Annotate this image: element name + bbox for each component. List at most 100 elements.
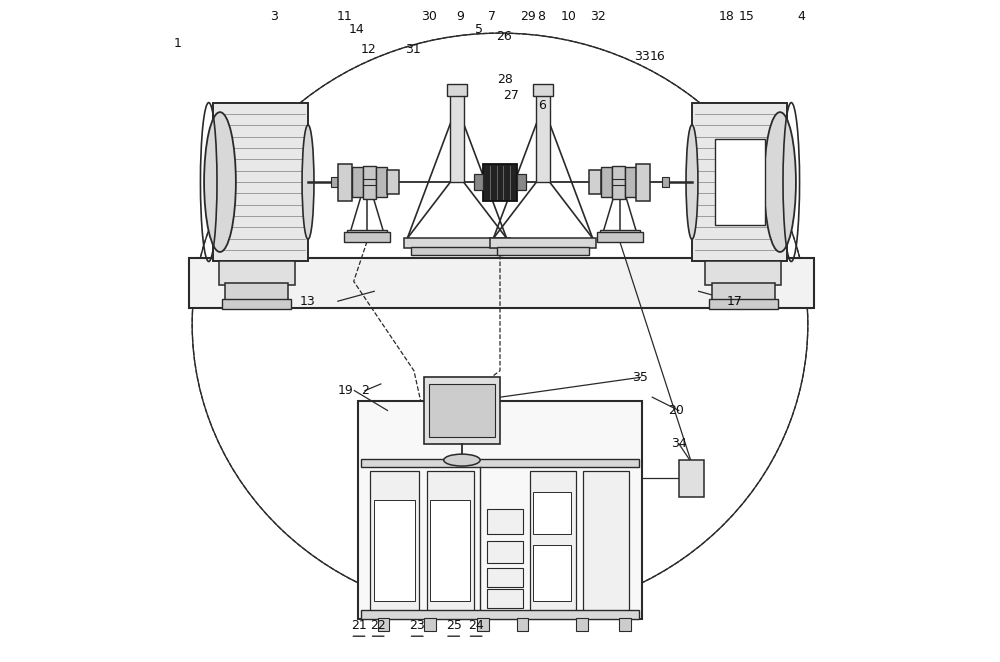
Bar bbox=[712, 283, 775, 300]
Bar bbox=[636, 164, 650, 201]
Ellipse shape bbox=[302, 125, 314, 239]
Text: 30: 30 bbox=[421, 10, 437, 23]
Bar bbox=[429, 384, 495, 437]
Bar bbox=[705, 261, 781, 285]
Ellipse shape bbox=[444, 454, 480, 466]
Bar bbox=[344, 232, 390, 242]
Bar bbox=[363, 166, 376, 199]
Bar bbox=[662, 177, 669, 187]
Bar bbox=[692, 103, 787, 261]
Bar bbox=[361, 459, 639, 467]
Text: 12: 12 bbox=[361, 43, 377, 56]
Bar bbox=[447, 84, 467, 96]
Text: 16: 16 bbox=[650, 50, 665, 63]
Bar bbox=[222, 299, 291, 309]
Text: 11: 11 bbox=[337, 10, 352, 23]
Bar bbox=[374, 500, 415, 601]
Text: 29: 29 bbox=[521, 10, 536, 23]
Bar bbox=[483, 164, 517, 201]
Text: 3: 3 bbox=[270, 10, 278, 23]
Bar bbox=[352, 167, 363, 197]
Bar bbox=[331, 177, 338, 187]
Bar bbox=[625, 167, 636, 197]
Text: 6: 6 bbox=[538, 99, 546, 113]
Text: 4: 4 bbox=[797, 10, 805, 23]
Bar bbox=[601, 167, 612, 197]
Text: 21: 21 bbox=[351, 619, 367, 632]
Bar bbox=[347, 230, 387, 234]
Text: 34: 34 bbox=[671, 437, 687, 450]
Bar bbox=[370, 471, 419, 611]
Bar bbox=[189, 258, 814, 308]
Bar bbox=[517, 174, 526, 190]
Text: 32: 32 bbox=[590, 10, 606, 23]
Bar bbox=[487, 567, 523, 587]
Bar bbox=[530, 471, 576, 611]
Bar bbox=[430, 500, 470, 601]
Text: 25: 25 bbox=[446, 619, 462, 632]
Bar bbox=[488, 170, 497, 194]
Bar bbox=[517, 618, 528, 631]
Bar bbox=[490, 238, 596, 248]
Bar bbox=[597, 232, 643, 242]
Bar bbox=[213, 103, 308, 261]
Text: 17: 17 bbox=[727, 295, 743, 308]
Ellipse shape bbox=[764, 112, 796, 252]
Bar bbox=[376, 167, 387, 197]
Text: 26: 26 bbox=[496, 30, 512, 43]
Bar bbox=[338, 164, 352, 201]
Bar bbox=[487, 508, 523, 534]
Text: 19: 19 bbox=[337, 384, 353, 397]
Bar bbox=[709, 299, 778, 309]
Text: 33: 33 bbox=[634, 50, 650, 63]
Bar bbox=[679, 460, 704, 496]
Bar bbox=[503, 170, 512, 194]
Text: 7: 7 bbox=[488, 10, 496, 23]
Bar bbox=[600, 230, 640, 234]
Bar bbox=[358, 401, 642, 619]
Bar bbox=[533, 545, 571, 601]
Bar bbox=[612, 166, 625, 199]
Bar bbox=[583, 471, 629, 611]
Text: 35: 35 bbox=[632, 371, 648, 384]
Ellipse shape bbox=[204, 112, 236, 252]
Bar bbox=[497, 247, 589, 255]
Text: 1: 1 bbox=[174, 36, 182, 50]
Bar bbox=[487, 541, 523, 563]
Bar bbox=[450, 93, 464, 182]
Text: 18: 18 bbox=[719, 10, 735, 23]
Text: 27: 27 bbox=[503, 89, 519, 103]
Bar bbox=[533, 84, 553, 96]
Bar bbox=[474, 174, 483, 190]
Bar bbox=[427, 471, 474, 611]
Bar bbox=[219, 261, 295, 285]
Text: 22: 22 bbox=[370, 619, 386, 632]
Bar bbox=[487, 589, 523, 608]
Text: 13: 13 bbox=[300, 295, 316, 308]
Text: 5: 5 bbox=[475, 23, 483, 36]
Bar bbox=[378, 618, 389, 631]
Text: 9: 9 bbox=[456, 10, 464, 23]
Text: 28: 28 bbox=[497, 73, 513, 86]
Text: 14: 14 bbox=[349, 23, 365, 36]
Text: 2: 2 bbox=[361, 384, 369, 397]
Text: 15: 15 bbox=[738, 10, 754, 23]
Bar bbox=[576, 618, 588, 631]
Bar bbox=[589, 170, 601, 194]
Bar bbox=[477, 618, 489, 631]
Bar bbox=[361, 610, 639, 619]
Text: 24: 24 bbox=[468, 619, 484, 632]
Text: 20: 20 bbox=[668, 404, 684, 417]
Bar bbox=[424, 377, 500, 444]
Bar bbox=[225, 283, 288, 300]
Text: 31: 31 bbox=[405, 43, 420, 56]
Text: 10: 10 bbox=[561, 10, 577, 23]
Bar bbox=[533, 492, 571, 534]
Bar bbox=[387, 170, 399, 194]
Text: 8: 8 bbox=[537, 10, 545, 23]
Ellipse shape bbox=[686, 125, 698, 239]
Bar bbox=[536, 93, 550, 182]
Bar bbox=[619, 618, 631, 631]
Bar bbox=[424, 618, 436, 631]
Bar bbox=[411, 247, 503, 255]
